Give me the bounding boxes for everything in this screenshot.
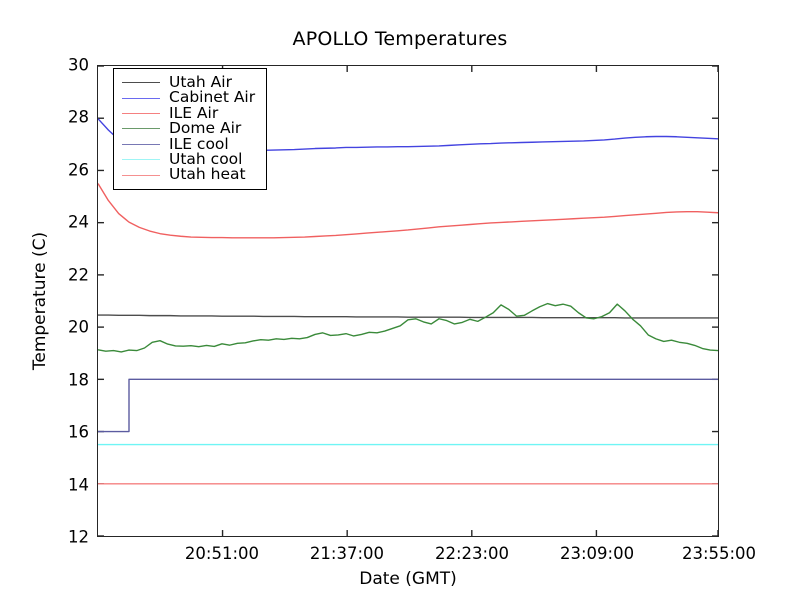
y-tick-label: 26: [68, 160, 89, 180]
series-line-ile-air: [98, 183, 718, 239]
y-tick-label: 30: [68, 55, 89, 75]
legend-label: ILE Air: [169, 103, 219, 122]
legend-color-swatch: [122, 143, 160, 145]
y-tick-label: 24: [68, 212, 89, 232]
legend-entry: Dome Air: [114, 121, 266, 136]
series-line-utah-air: [98, 314, 718, 319]
legend-color-swatch: [122, 174, 160, 176]
legend-label: Utah cool: [169, 149, 243, 168]
series-line-dome-air: [98, 302, 718, 353]
legend-color-swatch: [122, 159, 160, 161]
y-tick-label: 22: [68, 265, 89, 285]
legend-entry: Utah cool: [114, 149, 266, 168]
legend-entry: ILE cool: [114, 134, 266, 153]
series-line-ile-cool: [98, 378, 718, 433]
chart-legend: Utah Air Cabinet Air ILE Air Dome Air ILE co…: [113, 68, 267, 190]
legend-label: Utah Air: [169, 72, 232, 91]
x-tick-label: 21:37:00: [309, 544, 385, 563]
legend-label: Dome Air: [169, 119, 242, 138]
x-tick-label-group: 20:51:00 21:37:00 22:23:00 23:09:00 23:55:00: [0, 544, 800, 574]
x-tick-label: 20:51:00: [184, 544, 260, 563]
y-tick-label: 16: [68, 422, 89, 442]
legend-entry: Cabinet Air: [114, 90, 266, 105]
legend-label: Utah heat: [169, 165, 246, 184]
y-tick-label-group: 12 14 16 18 20 22 24 26 28 30: [0, 0, 89, 600]
legend-label: Cabinet Air: [169, 88, 256, 107]
y-tick-label: 12: [68, 527, 89, 547]
legend-entry: Utah Air: [114, 72, 266, 91]
y-tick-label: 28: [68, 107, 89, 127]
chart-title: APOLLO Temperatures: [292, 28, 508, 50]
y-tick-label: 20: [68, 317, 89, 337]
x-axis-label: Date (GMT): [359, 569, 457, 589]
x-tick-label: 23:09:00: [559, 544, 635, 563]
x-tick-label: 22:23:00: [434, 544, 510, 563]
legend-color-swatch: [122, 97, 160, 99]
legend-entry: Utah heat: [114, 167, 266, 182]
y-tick-label: 18: [68, 370, 89, 390]
plot-series-svg: [98, 66, 718, 536]
legend-color-swatch: [122, 82, 160, 84]
legend-color-swatch: [122, 112, 160, 114]
legend-label: ILE cool: [169, 134, 229, 153]
legend-color-swatch: [122, 128, 160, 130]
x-tick-label: 23:55:00: [681, 544, 757, 563]
legend-entry: ILE Air: [114, 103, 266, 122]
y-tick-label: 14: [68, 475, 89, 495]
